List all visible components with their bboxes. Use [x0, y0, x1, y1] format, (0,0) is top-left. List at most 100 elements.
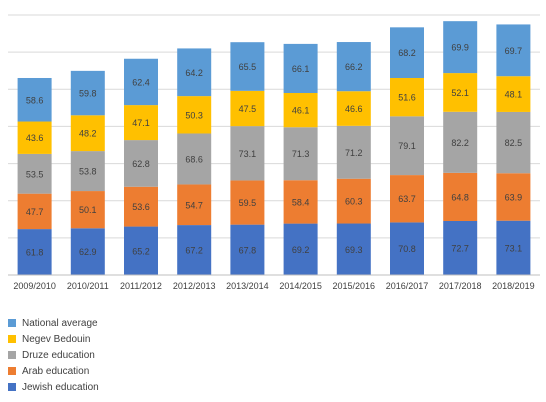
- x-tick-label: 2018/2019: [492, 281, 535, 291]
- data-label: 48.1: [505, 90, 523, 100]
- data-label: 53.6: [132, 202, 150, 212]
- bar-segment-arab-education: [124, 186, 158, 227]
- data-label: 50.3: [185, 110, 203, 120]
- x-tick-label: 2017/2018: [439, 281, 482, 291]
- data-label: 71.3: [292, 149, 310, 159]
- bar-segment-national-average: [177, 48, 212, 97]
- bar-segment-national-average: [17, 77, 52, 122]
- bar-segment-negev-bedouin: [17, 121, 52, 154]
- data-label: 69.2: [292, 245, 310, 255]
- legend-swatch: [8, 383, 16, 391]
- data-label: 47.1: [132, 118, 150, 128]
- legend-label: Arab education: [22, 365, 90, 377]
- bar-segment-druze-education: [496, 111, 531, 174]
- data-label: 69.7: [505, 46, 523, 56]
- data-label: 51.6: [398, 93, 416, 103]
- bar-segment-national-average: [336, 42, 371, 92]
- bar-segment-jewish-education: [283, 223, 318, 275]
- bar-segment-druze-education: [177, 133, 212, 185]
- bar-segment-national-average: [496, 24, 531, 77]
- data-label: 82.5: [505, 138, 523, 148]
- x-axis: 2009/2010 2010/2011 2011/2012 2012/2013 2013…: [8, 274, 540, 291]
- legend-swatch: [8, 351, 16, 359]
- legend-item: Jewish education: [8, 379, 208, 395]
- data-label: 59.8: [79, 89, 97, 99]
- bar-segment-jewish-education: [17, 229, 52, 275]
- bar-segment-negev-bedouin: [283, 93, 318, 128]
- bar-segment-jewish-education: [70, 228, 105, 275]
- stacked-bar-chart: 61.8 47.7 53.5 43.6 58.6 62.9 50.1 53.8 48.2 59.8…: [8, 14, 540, 291]
- bar-segment-negev-bedouin: [230, 90, 265, 127]
- data-label: 79.1: [398, 141, 416, 151]
- bar-segment-druze-education: [70, 151, 105, 192]
- data-label: 65.2: [132, 246, 150, 256]
- legend: National average Negev Bedouin Druze educa…: [8, 315, 208, 395]
- bar-segment-negev-bedouin: [496, 76, 531, 112]
- bar-segment-arab-education: [17, 193, 52, 230]
- data-label: 63.7: [398, 194, 416, 204]
- bar-segment-druze-education: [230, 126, 265, 181]
- bar-segment-negev-bedouin: [177, 96, 212, 134]
- bar-segment-national-average: [443, 21, 478, 74]
- bar-segment-jewish-education: [443, 220, 478, 275]
- bar-segment-druze-education: [283, 127, 318, 181]
- bar-segment-jewish-education: [177, 225, 212, 275]
- data-label: 50.1: [79, 205, 97, 215]
- x-tick-label: 2010/2011: [67, 281, 109, 291]
- data-label: 46.1: [292, 106, 310, 116]
- bar-segment-druze-education: [443, 111, 478, 173]
- x-tick-label: 2014/2015: [279, 281, 322, 291]
- legend-swatch: [8, 367, 16, 375]
- data-label: 47.5: [239, 104, 257, 114]
- data-label: 46.6: [345, 104, 363, 114]
- bar-segment-negev-bedouin: [336, 91, 371, 126]
- data-label: 53.5: [26, 169, 44, 179]
- data-label: 43.6: [26, 133, 44, 143]
- data-label: 54.7: [185, 200, 203, 210]
- data-label: 70.8: [398, 244, 416, 254]
- bar-segment-arab-education: [336, 178, 371, 224]
- bar-segment-negev-bedouin: [124, 105, 158, 141]
- bar-segment-arab-education: [443, 172, 478, 221]
- data-label: 66.2: [345, 62, 363, 72]
- legend-swatch: [8, 319, 16, 327]
- bar-segment-jewish-education: [390, 222, 424, 275]
- legend-item: Negev Bedouin: [8, 331, 208, 347]
- bar-segment-negev-bedouin: [390, 77, 424, 117]
- data-label: 62.8: [132, 159, 150, 169]
- bar-segment-jewish-education: [230, 224, 265, 275]
- data-label: 60.3: [345, 197, 363, 207]
- bar-segment-jewish-education: [124, 226, 158, 275]
- bar-segment-druze-education: [336, 125, 371, 179]
- bar-segment-national-average: [283, 43, 318, 93]
- bar-segment-national-average: [70, 70, 105, 116]
- data-label: 59.5: [239, 198, 257, 208]
- bar-segment-arab-education: [230, 180, 265, 225]
- bar-segment-national-average: [230, 42, 265, 91]
- legend-label: Jewish education: [22, 381, 99, 393]
- data-label: 69.3: [345, 245, 363, 255]
- bar-segment-druze-education: [17, 153, 52, 194]
- bar-segment-negev-bedouin: [70, 115, 105, 152]
- data-label: 67.2: [185, 246, 203, 256]
- data-label: 58.6: [26, 95, 44, 105]
- x-tick-label: 2009/2010: [13, 281, 56, 291]
- bar-segment-national-average: [390, 27, 424, 78]
- bar-segment-arab-education: [177, 184, 212, 226]
- data-label: 48.2: [79, 129, 97, 139]
- x-tick-label: 2012/2013: [173, 281, 216, 291]
- bar-segment-arab-education: [496, 173, 531, 221]
- data-label: 47.7: [26, 207, 44, 217]
- legend-label: Druze education: [22, 349, 95, 361]
- bar-segment-druze-education: [124, 140, 158, 187]
- legend-label: National average: [22, 317, 98, 329]
- data-label: 72.7: [451, 243, 469, 253]
- data-label: 62.9: [79, 247, 97, 257]
- data-label: 61.8: [26, 248, 44, 258]
- bar-segment-negev-bedouin: [443, 73, 478, 112]
- x-tick-label: 2013/2014: [226, 281, 269, 291]
- data-label: 53.8: [79, 167, 97, 177]
- data-label: 73.1: [505, 243, 523, 253]
- x-tick-label: 2015/2016: [333, 281, 376, 291]
